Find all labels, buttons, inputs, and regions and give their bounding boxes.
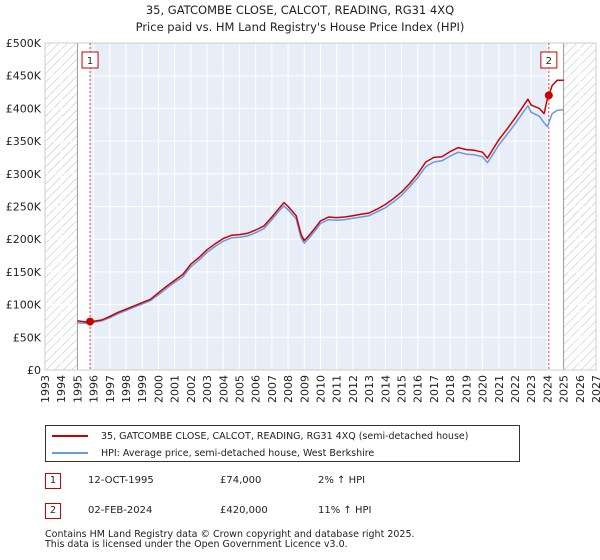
footer-licence: This data is licensed under the Open Gov… (45, 539, 348, 550)
chart-title: 35, GATCOMBE CLOSE, CALCOT, READING, RG3… (146, 3, 454, 17)
x-tick-label: 2004 (217, 375, 230, 403)
transaction-date: 02-FEB-2024 (88, 505, 153, 516)
y-tick-label: £300K (6, 168, 42, 181)
chart-subtitle: Price paid vs. HM Land Registry's House … (136, 20, 465, 34)
price-chart: 35, GATCOMBE CLOSE, CALCOT, READING, RG3… (6, 3, 600, 403)
x-tick-label: 2003 (201, 375, 214, 403)
transaction-hpi-change: 11% ↑ HPI (318, 505, 372, 516)
hpi-series-line (77, 105, 564, 324)
x-tick-label: 2019 (460, 375, 473, 403)
x-tick-label: 2022 (509, 375, 522, 403)
x-tick-label: 1995 (71, 375, 84, 403)
legend-item-hpi: HPI: Average price, semi-detached house,… (52, 445, 374, 461)
x-tick-label: 2000 (152, 375, 165, 403)
marker-label: 2 (540, 51, 558, 69)
legend-swatch-hpi (52, 452, 88, 454)
x-tick-label: 1993 (39, 375, 52, 403)
transaction-number-badge: 2 (45, 503, 61, 519)
x-tick-label: 2001 (169, 375, 182, 403)
x-tick-label: 1997 (104, 375, 117, 403)
marker-number: 1 (87, 56, 93, 67)
legend-label-hpi: HPI: Average price, semi-detached house,… (101, 447, 375, 459)
marker-box (81, 51, 99, 69)
x-tick-label: 2021 (493, 375, 506, 403)
property-series-line (77, 79, 564, 323)
legend-item-property: 35, GATCOMBE CLOSE, CALCOT, READING, RG3… (52, 428, 468, 444)
x-tick-label: 2015 (396, 375, 409, 403)
x-tick-label: 2017 (428, 375, 441, 403)
transaction-hpi-change: 2% ↑ HPI (318, 475, 366, 486)
y-tick-label: £50K (13, 331, 42, 344)
x-tick-label: 2018 (444, 375, 457, 403)
transaction-date: 12-OCT-1995 (88, 475, 154, 486)
x-tick-label: 1994 (55, 375, 68, 403)
x-tick-label: 2007 (266, 375, 279, 403)
y-tick-label: £450K (6, 70, 42, 83)
legend-swatch-property (52, 435, 88, 437)
marker-number: 2 (546, 56, 552, 67)
x-tick-label: 2027 (590, 375, 600, 403)
transaction-row: 1 12-OCT-1995 £74,000 2% ↑ HPI (45, 473, 585, 491)
x-tick-label: 1996 (88, 375, 101, 403)
footer-copyright: Contains HM Land Registry data © Crown c… (45, 529, 415, 540)
x-tick-label: 2005 (233, 375, 246, 403)
transaction-number-badge: 1 (45, 473, 61, 489)
marker-box (540, 51, 558, 69)
y-tick-label: £0 (27, 364, 41, 377)
transaction-price: £420,000 (220, 505, 268, 516)
y-tick-label: £100K (6, 299, 42, 312)
x-tick-label: 1998 (120, 375, 133, 403)
y-tick-label: £350K (6, 135, 42, 148)
plot-border (44, 42, 597, 371)
x-tick-label: 2024 (541, 375, 554, 403)
x-tick-label: 2016 (412, 375, 425, 403)
y-tick-label: £400K (6, 102, 42, 115)
x-tick-label: 1999 (136, 375, 149, 403)
x-tick-label: 2009 (298, 375, 311, 403)
x-tick-label: 2012 (347, 375, 360, 403)
x-tick-label: 2010 (315, 375, 328, 403)
x-tick-label: 2013 (363, 375, 376, 403)
y-tick-label: £500K (6, 37, 42, 50)
x-tick-label: 2008 (282, 375, 295, 403)
marker-label: 1 (81, 51, 99, 69)
x-tick-label: 2006 (250, 375, 263, 403)
x-tick-label: 2011 (331, 375, 344, 403)
x-tick-label: 2026 (574, 375, 587, 403)
transaction-price: £74,000 (220, 475, 262, 486)
x-tick-label: 2002 (185, 375, 198, 403)
x-tick-label: 2020 (477, 375, 490, 403)
x-tick-label: 2014 (379, 375, 392, 403)
legend-label-property: 35, GATCOMBE CLOSE, CALCOT, READING, RG3… (101, 430, 469, 442)
sale-point (86, 317, 95, 326)
sale-point (544, 91, 553, 100)
footer: Contains HM Land Registry data © Crown c… (45, 530, 415, 550)
transaction-row: 2 02-FEB-2024 £420,000 11% ↑ HPI (45, 503, 585, 521)
y-tick-label: £200K (6, 233, 42, 246)
y-tick-label: £150K (6, 266, 42, 279)
y-tick-label: £250K (6, 201, 42, 214)
legend: 35, GATCOMBE CLOSE, CALCOT, READING, RG3… (45, 425, 520, 462)
x-tick-label: 2023 (525, 375, 538, 403)
x-tick-label: 2025 (558, 375, 571, 403)
